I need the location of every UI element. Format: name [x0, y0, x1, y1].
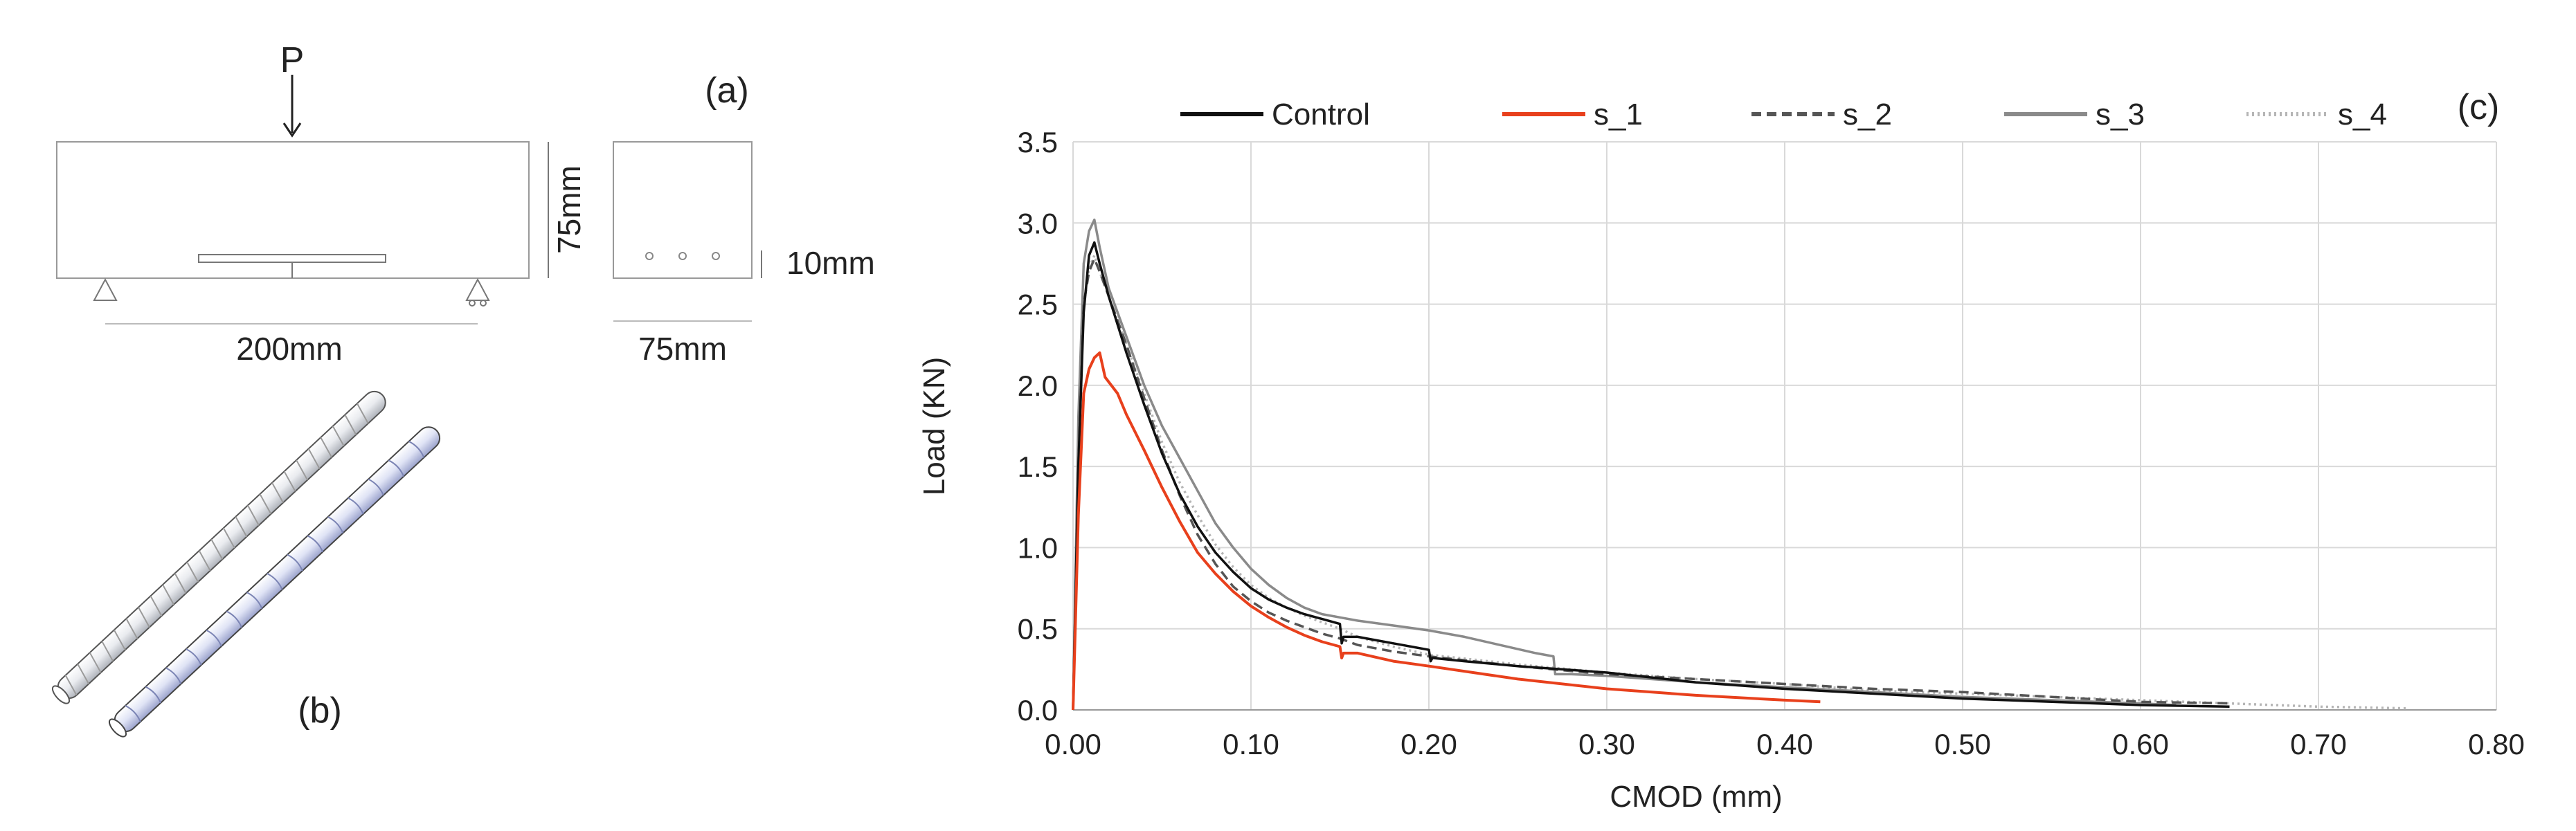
series-line-s-2: [1072, 257, 2230, 711]
notch-label: 10mm: [786, 245, 875, 281]
y-tick-label: 1.5: [1018, 450, 1058, 483]
x-axis-title: CMOD (mm): [1610, 780, 1782, 814]
ribbed-rebar-illustration: [108, 426, 441, 738]
chart-series: [1072, 218, 2408, 711]
panel-a-beam-diagram: P 200mm 75mm 10mm 75mm (a): [56, 40, 875, 367]
x-tick-label: 0.10: [1223, 728, 1279, 760]
y-tick-labels: 0.0 0.5 1.0 1.5 2.0 2.5 3.0 3.5: [1018, 126, 1058, 727]
rebar-ribs-icon: [64, 403, 369, 696]
y-tick-label: 1.0: [1018, 531, 1058, 564]
x-tick-label: 0.70: [2290, 728, 2347, 760]
cross-section-rebar-icon: [645, 252, 654, 260]
left-support-icon: [93, 277, 118, 301]
x-tick-label: 0.60: [2112, 728, 2169, 760]
chart: 0.00 0.10 0.20 0.30 0.40 0.50 0.60 0.70 0.80 0.0…: [917, 87, 2525, 814]
y-tick-label: 3.5: [1018, 126, 1058, 158]
series-line-s-3: [1072, 218, 2177, 711]
y-tick-label: 2.5: [1018, 289, 1058, 321]
plain-rebar-illustration: [51, 390, 386, 704]
panel-b-label: (b): [298, 691, 342, 731]
x-tick-label: 0.40: [1756, 728, 1813, 760]
y-tick-label: 3.0: [1018, 207, 1058, 239]
x-tick-label: 0.20: [1400, 728, 1457, 760]
right-support-roller-icon: [469, 300, 476, 307]
y-axis-title: Load (KN): [917, 357, 951, 496]
x-tick-label: 0.30: [1578, 728, 1635, 760]
series-line-s-4: [1072, 254, 2408, 711]
legend-label-s-3: s_3: [2096, 98, 2145, 131]
load-label: P: [280, 40, 305, 80]
cross-section-rebar-icon: [678, 252, 687, 260]
chart-legend: Control s_1 s_2 s_3 s_4: [1180, 98, 2387, 131]
panel-a-label: (a): [705, 71, 749, 111]
y-tick-label: 2.0: [1018, 369, 1058, 402]
y-tick-label: 0.0: [1018, 694, 1058, 727]
legend-label-control: Control: [1272, 98, 1370, 131]
height-label: 75mm: [551, 165, 587, 254]
x-tick-label: 0.50: [1934, 728, 1991, 760]
panel-c-label: (c): [2458, 87, 2500, 127]
right-support-icon: [465, 277, 490, 301]
x-tick-label: 0.80: [2468, 728, 2525, 760]
width-label: 75mm: [638, 331, 727, 367]
right-support-roller-icon: [480, 300, 487, 307]
beam-rebar-outline: [198, 254, 386, 263]
cross-section-rebar-icon: [712, 252, 720, 260]
legend-label-s-4: s_4: [2338, 98, 2387, 131]
rebar-ribs-icon: [125, 441, 425, 722]
chart-grid: [1072, 141, 2497, 711]
span-label: 200mm: [236, 331, 342, 367]
x-tick-labels: 0.00 0.10 0.20 0.30 0.40 0.50 0.60 0.70 0.80: [1045, 728, 2525, 760]
legend-label-s-1: s_1: [1594, 98, 1643, 131]
legend-label-s-2: s_2: [1843, 98, 1892, 131]
load-arrow-head: [282, 122, 302, 138]
x-tick-label: 0.00: [1045, 728, 1101, 760]
series-line-s-1: [1072, 351, 1821, 711]
panel-b-rebar-illustration: (b): [51, 390, 441, 738]
series-line-control: [1072, 241, 2230, 711]
y-tick-label: 0.5: [1018, 613, 1058, 646]
